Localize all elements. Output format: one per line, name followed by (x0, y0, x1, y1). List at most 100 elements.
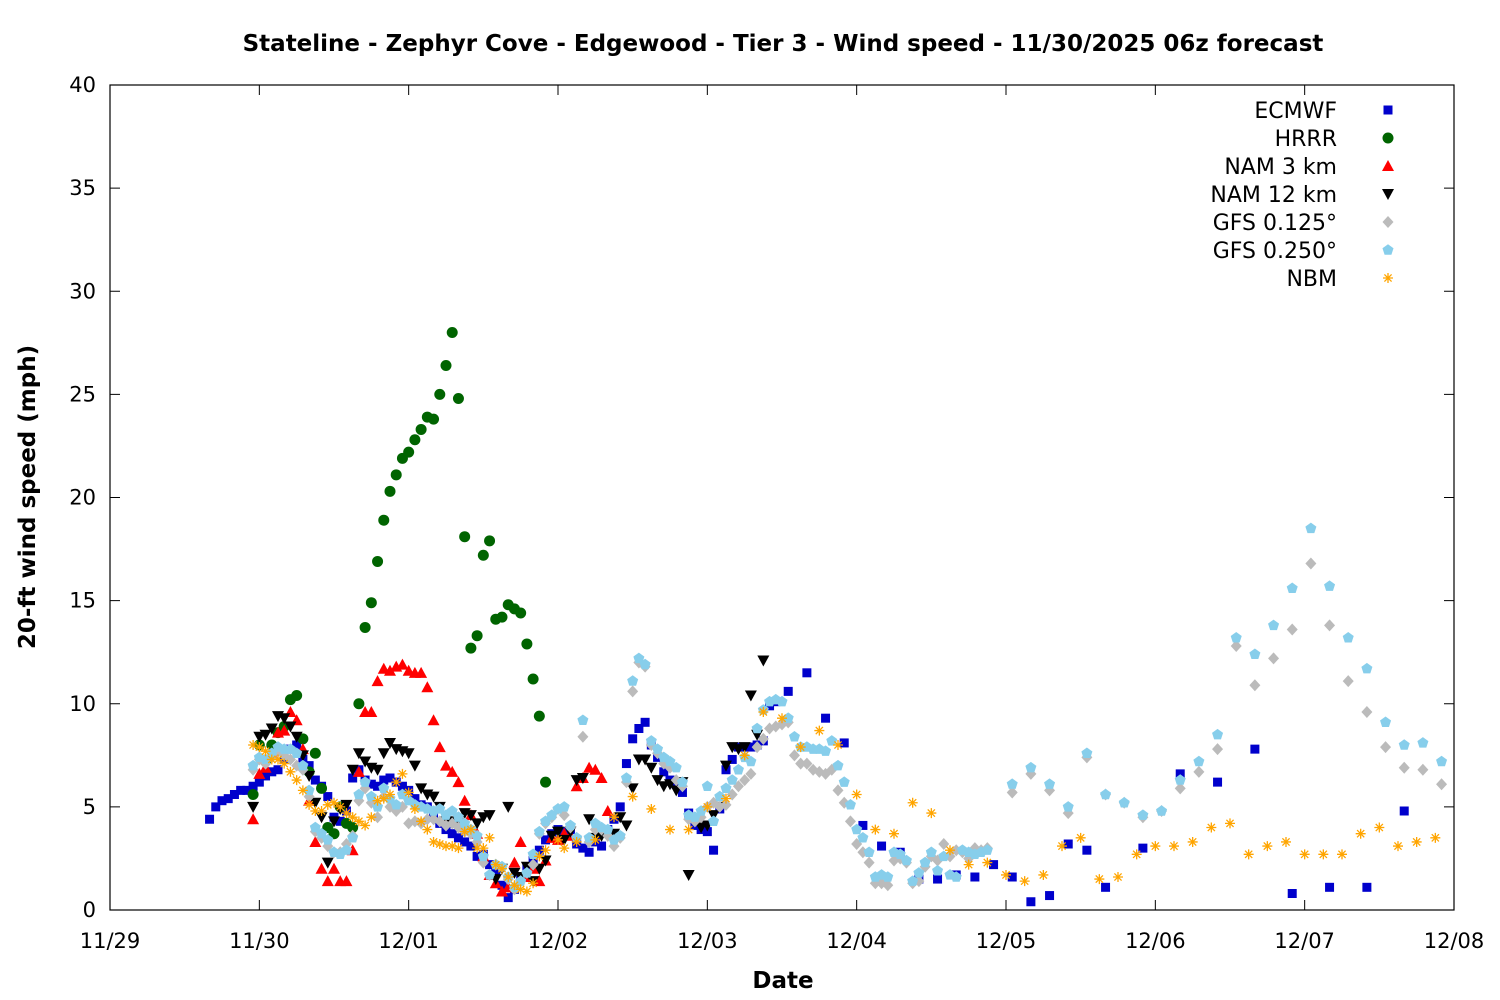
data-point (291, 690, 303, 701)
data-point (378, 793, 389, 804)
data-point (323, 792, 333, 802)
data-point (390, 799, 402, 810)
y-axis: 0 5 10 15 20 25 30 35 40 (69, 73, 1454, 922)
data-point (515, 607, 527, 619)
data-point (1361, 662, 1373, 674)
data-point (627, 685, 639, 698)
data-point (453, 843, 464, 854)
data-point (321, 857, 334, 869)
data-point (447, 841, 458, 852)
data-point (981, 844, 993, 855)
data-point (310, 806, 321, 816)
data-point (1398, 739, 1410, 750)
y-tick-label: 15 (69, 589, 96, 613)
data-point (1075, 832, 1086, 843)
data-point (1362, 882, 1372, 892)
data-point (540, 845, 551, 856)
data-point (1243, 849, 1254, 860)
series-nbm (248, 707, 1441, 897)
data-point (857, 832, 869, 843)
data-point (379, 775, 389, 785)
data-point (459, 826, 470, 837)
legend-marker (1382, 160, 1394, 171)
data-point (571, 836, 582, 847)
data-point (1081, 747, 1093, 758)
data-point (639, 754, 652, 766)
data-point (826, 735, 838, 746)
data-point (882, 879, 894, 892)
data-point (434, 803, 446, 814)
data-point (236, 785, 246, 795)
data-point (485, 860, 495, 870)
legend-marker (1382, 216, 1394, 228)
data-point (465, 824, 476, 835)
y-tick-label: 5 (83, 795, 96, 819)
data-point (497, 863, 507, 874)
data-point (340, 799, 353, 811)
data-point (508, 856, 521, 868)
x-tick-label: 12/04 (826, 929, 887, 953)
data-point (390, 469, 402, 481)
data-point (1393, 841, 1403, 852)
data-point (464, 810, 477, 822)
data-point (614, 829, 626, 841)
data-point (683, 824, 694, 835)
data-point (1006, 786, 1018, 799)
data-point (677, 787, 687, 797)
data-point (894, 848, 906, 859)
data-point (477, 850, 489, 862)
data-point (385, 789, 395, 800)
data-point (1230, 640, 1242, 652)
series-nam-3-km (247, 658, 614, 897)
data-point (963, 859, 974, 870)
data-point (1044, 778, 1056, 789)
data-point (248, 781, 258, 791)
data-point (285, 766, 296, 777)
data-point (795, 757, 807, 770)
data-point (267, 767, 277, 777)
data-point (402, 748, 415, 760)
data-point (410, 794, 420, 804)
data-point (1355, 828, 1366, 839)
data-point (421, 813, 433, 826)
data-point (1131, 849, 1142, 860)
data-point (297, 759, 309, 771)
data-point (578, 843, 588, 853)
data-point (428, 413, 440, 425)
data-point (932, 865, 944, 876)
x-tick-label: 12/03 (677, 929, 738, 953)
data-point (1324, 580, 1336, 591)
data-point (466, 841, 476, 851)
data-point (1025, 761, 1037, 773)
data-point (366, 779, 376, 789)
data-point (726, 774, 738, 785)
data-point (702, 801, 713, 812)
data-point (371, 675, 384, 687)
data-point (341, 808, 352, 819)
data-point (1062, 801, 1074, 812)
data-point (1399, 806, 1409, 816)
legend: ECMWF HRRR NAM 3 km NAM 12 km GFS 0.125° GFS … (1210, 99, 1394, 292)
data-point (284, 721, 297, 733)
data-point (633, 652, 645, 664)
data-point (353, 816, 364, 827)
series-gfs-0-250 (247, 522, 1448, 892)
data-point (372, 795, 383, 806)
data-point (1374, 822, 1385, 833)
data-point (595, 772, 608, 783)
data-point (415, 423, 427, 435)
data-point (254, 777, 264, 787)
data-point (540, 776, 552, 788)
data-point (646, 803, 657, 814)
data-point (528, 878, 539, 889)
data-point (1174, 782, 1186, 795)
data-point (541, 835, 551, 845)
data-point (851, 823, 863, 835)
data-point (863, 846, 875, 857)
data-point (844, 815, 856, 828)
data-point (933, 874, 943, 884)
data-point (701, 780, 713, 791)
data-point (478, 843, 489, 854)
data-point (291, 775, 302, 786)
y-tick-label: 10 (69, 692, 96, 716)
